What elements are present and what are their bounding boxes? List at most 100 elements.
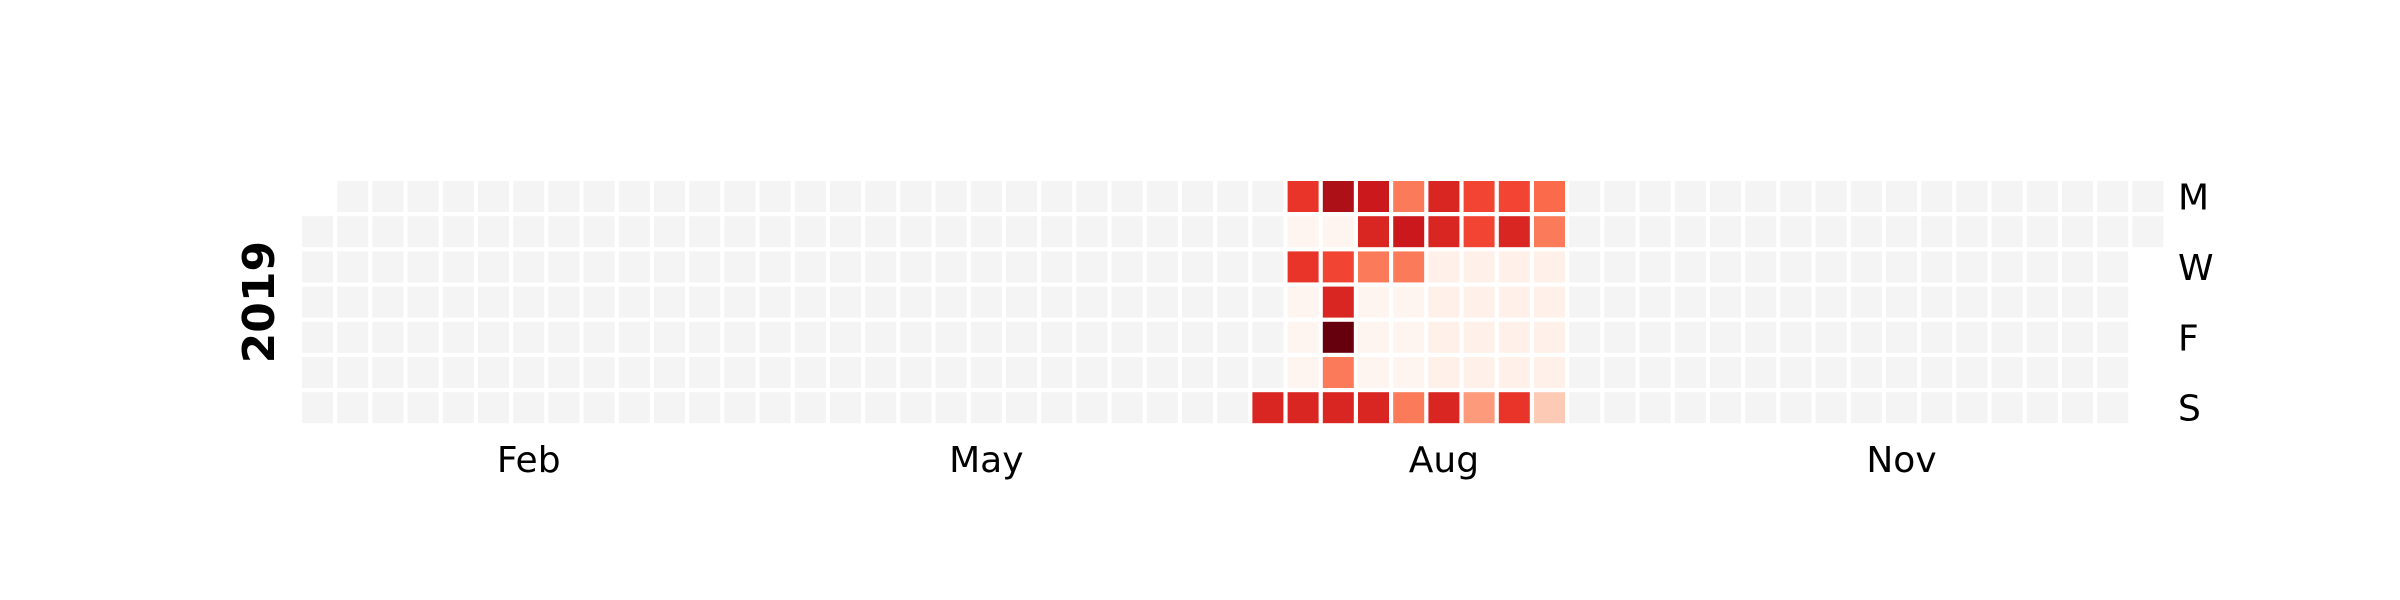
heatmap-cell-2019-08-12 bbox=[1428, 181, 1460, 212]
heatmap-cell-2019-05-30 bbox=[1041, 286, 1073, 318]
heatmap-cell-2019-02-09 bbox=[478, 357, 509, 388]
heatmap-cell-2019-07-16 bbox=[1287, 216, 1319, 248]
heatmap-cell-2019-10-05 bbox=[1674, 357, 1706, 388]
heatmap-cell-2019-11-22 bbox=[1921, 321, 1953, 353]
heatmap-cell-2019-07-13 bbox=[1252, 357, 1284, 388]
heatmap-cell-2019-07-30 bbox=[1358, 216, 1389, 248]
heatmap-cell-2019-10-20 bbox=[1745, 392, 1777, 424]
heatmap-cell-2019-11-11 bbox=[1886, 181, 1917, 212]
heatmap-cell-2019-10-18 bbox=[1745, 321, 1777, 353]
heatmap-cell-2019-06-11 bbox=[1111, 216, 1143, 248]
heatmap-cell-2019-12-26 bbox=[2097, 286, 2129, 318]
heatmap-cell-2019-07-27 bbox=[1322, 357, 1354, 388]
heatmap-cell-2019-12-25 bbox=[2097, 251, 2129, 283]
heatmap-cell-2019-05-10 bbox=[935, 321, 967, 353]
heatmap-cell-2019-04-25 bbox=[865, 286, 897, 318]
month-tick-feb: Feb bbox=[497, 440, 561, 481]
heatmap-cell-2019-12-05 bbox=[1991, 286, 2023, 318]
heatmap-cell-2019-01-16 bbox=[372, 251, 404, 283]
heatmap-cell-2019-05-07 bbox=[935, 216, 967, 248]
heatmap-cell-2019-12-01 bbox=[1956, 392, 1988, 424]
heatmap-cell-2019-04-19 bbox=[830, 321, 861, 353]
heatmap-cell-2019-03-16 bbox=[654, 357, 685, 388]
heatmap-cell-2019-02-01 bbox=[442, 321, 474, 353]
heatmap-cell-2019-05-13 bbox=[970, 181, 1002, 212]
heatmap-cell-2019-04-29 bbox=[900, 181, 932, 212]
heatmap-cell-2019-06-25 bbox=[1182, 216, 1213, 248]
heatmap-cell-2019-08-09 bbox=[1393, 321, 1425, 353]
heatmap-cell-2019-07-21 bbox=[1287, 392, 1319, 424]
heatmap-cell-2019-07-17 bbox=[1287, 251, 1319, 283]
heatmap-cell-2019-11-03 bbox=[1815, 392, 1847, 424]
heatmap-cell-2019-11-08 bbox=[1850, 321, 1882, 353]
heatmap-cell-2019-10-24 bbox=[1780, 286, 1812, 318]
heatmap-cell-2019-08-14 bbox=[1428, 251, 1460, 283]
heatmap-cell-2019-07-31 bbox=[1358, 251, 1389, 283]
heatmap-cell-2019-11-07 bbox=[1850, 286, 1882, 318]
heatmap-cell-2019-09-16 bbox=[1604, 181, 1636, 212]
heatmap-cell-2019-08-01 bbox=[1358, 286, 1389, 318]
heatmap-cell-2019-04-17 bbox=[830, 251, 861, 283]
heatmap-cell-2019-06-29 bbox=[1182, 357, 1213, 388]
heatmap-cell-2019-12-29 bbox=[2097, 392, 2129, 424]
heatmap-cell-2019-11-16 bbox=[1886, 357, 1917, 388]
heatmap-cell-2019-04-09 bbox=[794, 216, 826, 248]
heatmap-cell-2019-01-18 bbox=[372, 321, 404, 353]
heatmap-cell-2019-03-29 bbox=[724, 321, 756, 353]
heatmap-cell-2019-07-15 bbox=[1287, 181, 1319, 212]
heatmap-cell-2019-08-26 bbox=[1498, 181, 1530, 212]
heatmap-cell-2019-09-26 bbox=[1639, 286, 1671, 318]
heatmap-cell-2019-10-27 bbox=[1780, 392, 1812, 424]
heatmap-cell-2019-09-09 bbox=[1569, 181, 1601, 212]
heatmap-cell-2019-07-06 bbox=[1217, 357, 1249, 388]
heatmap-cell-2019-12-04 bbox=[1991, 251, 2023, 283]
heatmap-cell-2019-11-27 bbox=[1956, 251, 1988, 283]
heatmap-cell-2019-03-27 bbox=[724, 251, 756, 283]
heatmap-cell-2019-01-26 bbox=[407, 357, 439, 388]
heatmap-cell-2019-03-19 bbox=[689, 216, 721, 248]
heatmap-cell-2019-05-15 bbox=[970, 251, 1002, 283]
heatmap-cell-2019-05-14 bbox=[970, 216, 1002, 248]
heatmap-cell-2019-09-06 bbox=[1534, 321, 1565, 353]
heatmap-cell-2019-02-17 bbox=[513, 392, 545, 424]
heatmap-cell-2019-08-06 bbox=[1393, 216, 1425, 248]
heatmap-cell-2019-08-20 bbox=[1463, 216, 1495, 248]
heatmap-cell-2019-03-25 bbox=[724, 181, 756, 212]
heatmap-cell-2019-07-08 bbox=[1252, 181, 1284, 212]
heatmap-cell-2019-09-25 bbox=[1639, 251, 1671, 283]
heatmap-cell-2019-07-05 bbox=[1217, 321, 1249, 353]
heatmap-cell-2019-08-03 bbox=[1358, 357, 1389, 388]
heatmap-cell-2019-12-22 bbox=[2062, 392, 2093, 424]
heatmap-cell-2019-01-30 bbox=[442, 251, 474, 283]
heatmap-cell-2019-01-03 bbox=[302, 286, 333, 318]
heatmap-cell-2019-07-12 bbox=[1252, 321, 1284, 353]
heatmap-cell-2019-06-24 bbox=[1182, 181, 1213, 212]
heatmap-cell-2019-06-12 bbox=[1111, 251, 1143, 283]
heatmap-cell-2019-10-21 bbox=[1780, 181, 1812, 212]
heatmap-cell-2019-11-01 bbox=[1815, 321, 1847, 353]
heatmap-cell-2019-02-25 bbox=[583, 181, 615, 212]
heatmap-cell-2019-03-01 bbox=[583, 321, 615, 353]
heatmap-cell-2019-08-24 bbox=[1463, 357, 1495, 388]
heatmap-cell-2019-07-07 bbox=[1217, 392, 1249, 424]
heatmap-cell-2019-10-25 bbox=[1780, 321, 1812, 353]
heatmap-cell-2019-04-14 bbox=[794, 392, 826, 424]
heatmap-cell-2019-03-03 bbox=[583, 392, 615, 424]
heatmap-cell-2019-05-21 bbox=[1006, 216, 1037, 248]
heatmap-cell-2019-05-02 bbox=[900, 286, 932, 318]
heatmap-cell-2019-05-11 bbox=[935, 357, 967, 388]
heatmap-cell-2019-03-24 bbox=[689, 392, 721, 424]
heatmap-cell-2019-07-02 bbox=[1217, 216, 1249, 248]
heatmap-cell-2019-06-30 bbox=[1182, 392, 1213, 424]
heatmap-cell-2019-02-26 bbox=[583, 216, 615, 248]
heatmap-cell-2019-01-31 bbox=[442, 286, 474, 318]
heatmap-cell-2019-06-08 bbox=[1076, 357, 1108, 388]
heatmap-cell-2019-01-22 bbox=[407, 216, 439, 248]
heatmap-cell-2019-07-28 bbox=[1322, 392, 1354, 424]
heatmap-cell-2019-09-13 bbox=[1569, 321, 1601, 353]
heatmap-cell-2019-06-23 bbox=[1146, 392, 1178, 424]
heatmap-cell-2019-03-21 bbox=[689, 286, 721, 318]
heatmap-cell-2019-12-27 bbox=[2097, 321, 2129, 353]
heatmap-cell-2019-04-20 bbox=[830, 357, 861, 388]
heatmap-cell-2019-12-14 bbox=[2026, 357, 2058, 388]
